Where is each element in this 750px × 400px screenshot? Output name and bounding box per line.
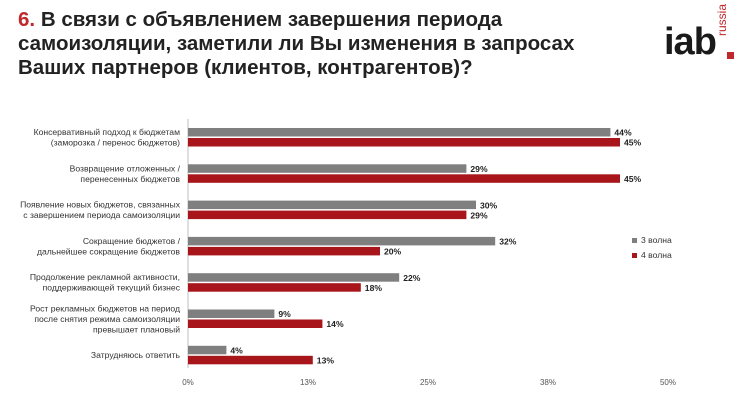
category-label-line: Затрудняюсь ответить: [91, 350, 181, 360]
category-label: Продолжение рекламной активности, поддерж…: [30, 272, 181, 293]
question-text: В связи с объявлением завершения периода…: [18, 8, 575, 79]
data-label: 14%: [326, 319, 344, 329]
logo-iab: iab: [664, 21, 717, 63]
bar-wave-4: [188, 174, 620, 183]
category-label-line: (заморозка / перенос бюджетов): [51, 138, 180, 148]
category-label-line: Продолжение рекламной активности,: [30, 272, 180, 282]
category-label-line: Появление новых бюджетов, связанных: [20, 200, 181, 210]
data-label: 13%: [317, 356, 335, 366]
data-label: 45%: [624, 174, 642, 184]
question-number: 6.: [18, 8, 36, 31]
category-label-line: Сокращение бюджетов /: [83, 236, 181, 246]
legend-label: 3 волна: [641, 235, 672, 245]
x-tick-label: 25%: [420, 378, 436, 387]
bar-wave-4: [188, 138, 620, 147]
legend-swatch: [632, 238, 637, 243]
legend-label: 4 волна: [641, 250, 672, 260]
category-label-line: с завершением периода самоизоляции: [23, 210, 180, 220]
data-label: 9%: [278, 309, 291, 319]
data-label: 45%: [624, 138, 642, 148]
bar-wave-4: [188, 319, 323, 328]
data-label: 29%: [470, 164, 488, 174]
page-title: 6. В связи с объявлением завершения пери…: [18, 8, 628, 80]
bar-wave-3: [188, 236, 496, 246]
data-label: 20%: [384, 247, 402, 257]
bar-wave-4: [188, 210, 467, 220]
data-label: 22%: [403, 273, 421, 283]
category-label-line: Консервативный подход к бюджетам: [34, 127, 181, 137]
data-label: 18%: [365, 283, 383, 293]
bar-wave-3: [188, 345, 227, 355]
bar-wave-3: [188, 309, 275, 318]
data-label: 29%: [470, 210, 488, 220]
bar-wave-4: [188, 283, 361, 292]
category-label-line: Рост рекламных бюджетов на период: [30, 303, 180, 313]
x-tick-label: 13%: [300, 378, 316, 387]
category-label: Сокращение бюджетов / дальнейшее сокращен…: [37, 236, 181, 257]
iab-russia-logo: iab russia: [664, 4, 744, 74]
category-label-line: превышает плановый: [93, 324, 180, 334]
category-label-line: Возвращение отложенных /: [70, 163, 181, 173]
category-label-line: после снятия режима самоизоляции: [34, 314, 180, 324]
category-label: Затрудняюсь ответить: [91, 350, 181, 360]
x-tick-label: 50%: [660, 378, 676, 387]
legend-swatch: [632, 253, 637, 258]
x-tick-label: 38%: [540, 378, 556, 387]
bar-wave-3: [188, 273, 400, 282]
category-label-line: дальнейшее сокращение бюджетов: [37, 246, 180, 256]
category-label: Консервативный подход к бюджетам (замороз…: [34, 127, 181, 148]
bar-wave-3: [188, 128, 611, 137]
x-tick-label: 0%: [182, 378, 194, 387]
bar-wave-4: [188, 246, 380, 256]
data-label: 44%: [614, 128, 632, 138]
category-label: Появление новых бюджетов, связанных с зав…: [20, 200, 181, 221]
bar-wave-4: [188, 355, 313, 365]
logo-dot: [727, 52, 734, 59]
category-label: Рост рекламных бюджетов на период после с…: [30, 303, 180, 334]
data-label: 4%: [230, 346, 243, 356]
bar-wave-3: [188, 164, 467, 173]
bar-wave-3: [188, 200, 476, 210]
category-label-line: поддерживающей текущий бизнес: [43, 283, 181, 293]
data-label: 32%: [499, 237, 517, 247]
category-label-line: перенесенных бюджетов: [80, 174, 180, 184]
category-label: Возвращение отложенных / перенесенных бюд…: [70, 163, 181, 184]
data-label: 30%: [480, 200, 498, 210]
